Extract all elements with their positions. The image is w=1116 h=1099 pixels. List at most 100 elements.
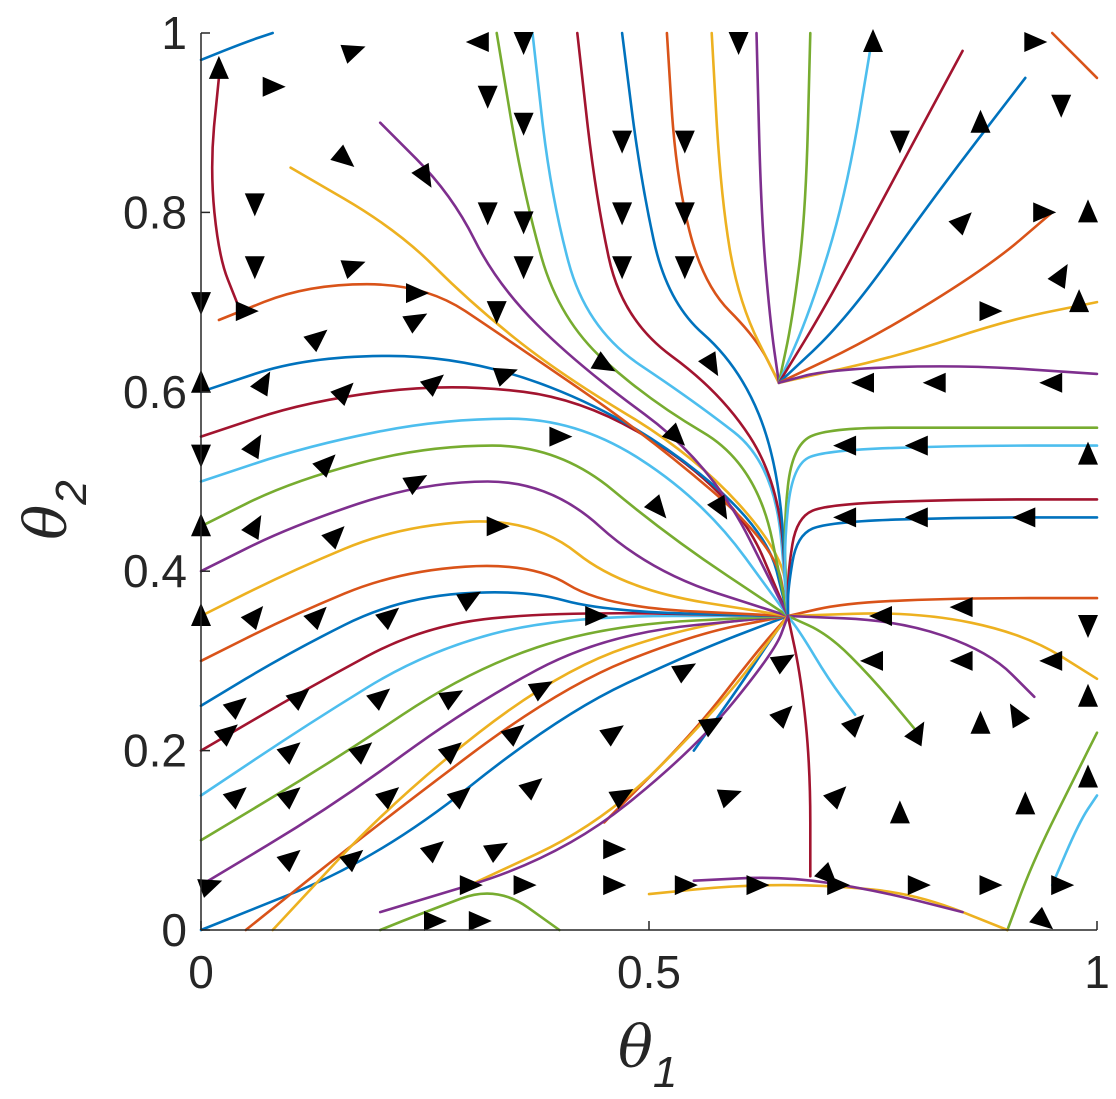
direction-arrow-icon — [603, 839, 627, 860]
y-ticks: 0 0.2 0.4 0.6 0.8 1 — [123, 7, 210, 956]
direction-arrow-icon — [208, 55, 229, 79]
direction-arrow-icon — [438, 690, 464, 711]
y-tick-label: 0 — [161, 904, 187, 956]
streamline — [777, 31, 875, 385]
direction-arrow-icon — [746, 875, 770, 896]
direction-arrow-icon — [1051, 875, 1075, 896]
streamline — [777, 365, 1099, 385]
direction-arrow-icon — [674, 130, 695, 154]
streamline — [786, 498, 1099, 618]
y-tick-label: 0.2 — [123, 725, 187, 777]
direction-arrow-icon — [599, 725, 624, 747]
direction-arrow-icon — [608, 789, 634, 810]
streamline — [378, 121, 790, 618]
direction-arrow-icon — [889, 130, 910, 154]
direction-arrow-icon — [303, 606, 327, 631]
direction-arrow-icon — [411, 162, 432, 188]
direction-arrow-icon — [486, 301, 507, 325]
direction-arrow-icon — [402, 475, 428, 496]
direction-arrow-icon — [527, 681, 553, 702]
direction-arrow-icon — [970, 710, 991, 734]
direction-arrow-icon — [477, 85, 498, 109]
direction-arrow-icon — [276, 787, 301, 810]
direction-arrow-icon — [1012, 507, 1036, 528]
direction-arrow-icon — [402, 313, 428, 334]
direction-arrow-icon — [465, 32, 489, 52]
direction-arrow-icon — [814, 862, 838, 886]
arrow-layer — [191, 29, 1098, 931]
direction-arrow-icon — [869, 606, 892, 626]
direction-arrow-icon — [513, 256, 534, 280]
direction-arrow-icon — [949, 597, 973, 618]
direction-arrow-icon — [339, 849, 364, 873]
streamline — [244, 614, 790, 932]
direction-arrow-icon — [213, 724, 238, 747]
streamline — [1050, 794, 1099, 887]
direction-arrow-icon — [240, 606, 264, 631]
y-axis-label-group: θ2 — [12, 480, 96, 539]
direction-arrow-icon — [1024, 32, 1048, 52]
streamline — [786, 614, 920, 734]
direction-arrow-icon — [707, 494, 728, 520]
streamline — [378, 892, 561, 932]
streamline — [210, 76, 239, 304]
streamline — [378, 614, 790, 914]
direction-arrow-icon — [518, 778, 543, 801]
streamline — [289, 166, 790, 618]
streamline — [199, 354, 790, 618]
direction-arrow-icon — [769, 705, 793, 729]
direction-arrow-icon — [500, 724, 525, 747]
direction-arrow-icon — [716, 789, 742, 809]
x-tick-label: 0.5 — [617, 946, 681, 998]
streamline — [777, 31, 812, 385]
direction-arrow-icon — [235, 301, 259, 322]
direction-arrow-icon — [1029, 906, 1054, 930]
direction-arrow-icon — [1033, 202, 1057, 223]
streamline — [199, 614, 790, 932]
axes-frame — [200, 33, 1097, 931]
direction-arrow-icon — [375, 607, 400, 631]
direction-arrow-icon — [728, 32, 749, 55]
direction-arrow-icon — [904, 507, 928, 528]
direction-arrow-icon — [468, 911, 492, 931]
streamline — [786, 596, 1099, 618]
direction-arrow-icon — [643, 494, 667, 519]
direction-arrow-icon — [486, 516, 510, 537]
streamline — [199, 564, 790, 663]
direction-arrow-icon — [590, 351, 616, 372]
direction-arrow-icon — [303, 329, 328, 353]
streamline — [665, 31, 781, 385]
direction-arrow-icon — [671, 663, 697, 684]
streamline — [199, 614, 790, 842]
direction-arrow-icon — [1051, 94, 1072, 118]
direction-arrow-icon — [840, 714, 865, 738]
direction-arrow-icon — [241, 515, 262, 540]
direction-arrow-icon — [330, 144, 355, 167]
direction-arrow-icon — [979, 301, 1003, 322]
streamline — [777, 211, 1054, 385]
streamline — [199, 614, 790, 887]
direction-arrow-icon — [492, 367, 518, 387]
direction-arrow-icon — [1009, 703, 1031, 729]
direction-arrow-icon — [904, 721, 925, 747]
streamline — [468, 614, 790, 887]
direction-arrow-icon — [1047, 263, 1068, 289]
direction-arrow-icon — [244, 193, 265, 217]
direction-arrow-icon — [904, 435, 928, 456]
streamline — [576, 31, 790, 618]
direction-arrow-icon — [513, 112, 534, 136]
direction-arrow-icon — [585, 606, 609, 626]
direction-arrow-icon — [312, 454, 336, 478]
y-tick-label: 0.6 — [123, 366, 187, 418]
direction-arrow-icon — [549, 426, 573, 447]
direction-arrow-icon — [285, 688, 310, 711]
direction-arrow-icon — [437, 742, 462, 765]
direction-arrow-icon — [860, 650, 883, 671]
direction-arrow-icon — [477, 202, 498, 226]
direction-arrow-icon — [1015, 791, 1036, 815]
direction-arrow-icon — [330, 382, 354, 406]
direction-arrow-icon — [241, 434, 262, 460]
streamline — [1050, 31, 1099, 80]
x-axis-label: θ1 — [618, 1013, 677, 1097]
